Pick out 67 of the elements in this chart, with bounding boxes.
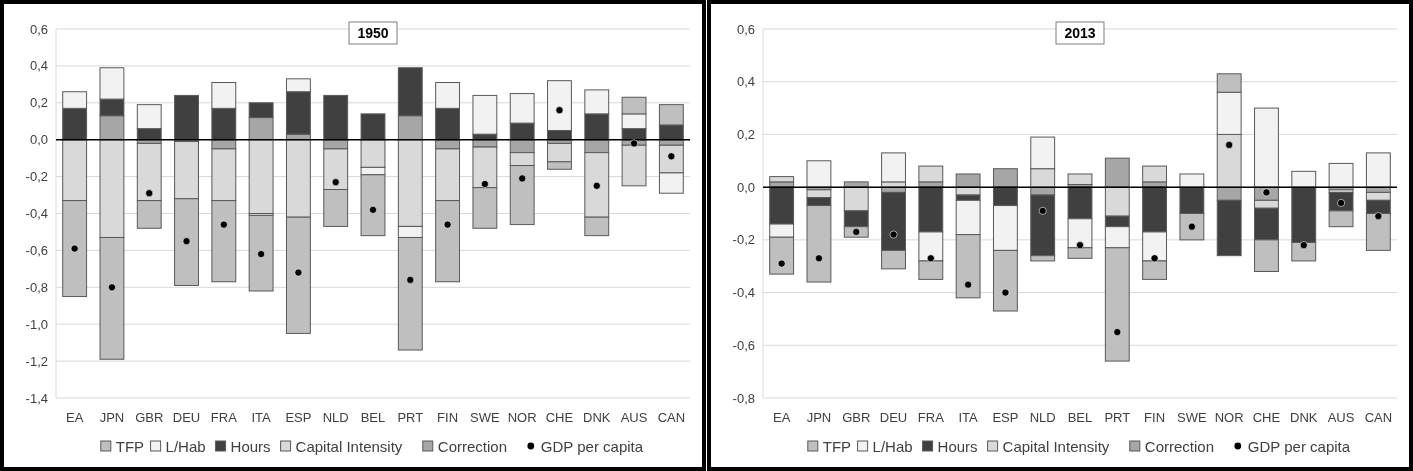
x-tick-label: ITA bbox=[251, 410, 272, 425]
y-tick-label: -0,6 bbox=[732, 337, 755, 353]
x-tick-label: NLD bbox=[1029, 410, 1056, 425]
legend-label: Correction bbox=[437, 438, 507, 455]
legend-label: Hours bbox=[230, 438, 271, 455]
x-tick-label: NOR bbox=[507, 410, 537, 425]
legend-label: L/Hab bbox=[165, 438, 206, 455]
x-tick-label: JPN bbox=[99, 410, 125, 425]
x-tick-label: DNK bbox=[583, 410, 611, 425]
x-tick-label: CAN bbox=[657, 410, 686, 425]
x-tick-label: EA bbox=[772, 410, 791, 425]
y-tick-label: -0,2 bbox=[732, 232, 755, 248]
x-tick-label: BEL bbox=[360, 410, 386, 425]
y-tick-label: -0,4 bbox=[732, 285, 755, 301]
legend-label: Capital Intensity bbox=[1002, 438, 1110, 455]
x-tick-label: NOR bbox=[1214, 410, 1244, 425]
x-tick-label: FRA bbox=[210, 410, 238, 425]
x-tick-label: CHE bbox=[545, 410, 574, 425]
legend-label: GDP per capita bbox=[1247, 438, 1351, 455]
x-tick-label: DEU bbox=[879, 410, 908, 425]
x-tick-label: ESP bbox=[285, 410, 312, 425]
x-tick-label: JPN bbox=[806, 410, 832, 425]
x-tick-label: GBR bbox=[135, 410, 164, 425]
legend-label: GDP per capita bbox=[540, 438, 644, 455]
x-tick-label: CAN bbox=[1364, 410, 1393, 425]
legend-label: TFP bbox=[115, 438, 145, 455]
y-tick-label: 0,0 bbox=[29, 132, 48, 148]
y-tick-label: -1,0 bbox=[25, 316, 48, 332]
x-tick-label: ESP bbox=[992, 410, 1019, 425]
legend-label: L/Hab bbox=[872, 438, 913, 455]
y-tick-label: -0,8 bbox=[25, 279, 48, 295]
x-tick-label: ITA bbox=[958, 410, 979, 425]
x-tick-label: FIN bbox=[437, 410, 459, 425]
x-tick-label: PRT bbox=[1104, 410, 1131, 425]
x-tick-label: SWE bbox=[1177, 410, 1208, 425]
legend-label: TFP bbox=[822, 438, 852, 455]
y-tick-label: 0,2 bbox=[736, 126, 755, 142]
x-tick-label: CHE bbox=[1252, 410, 1281, 425]
legend-label: Correction bbox=[1144, 438, 1214, 455]
y-tick-label: 0,0 bbox=[736, 179, 755, 195]
y-tick-label: 0,4 bbox=[29, 58, 48, 74]
x-tick-label: AUS bbox=[1327, 410, 1355, 425]
x-tick-label: DEU bbox=[172, 410, 201, 425]
y-tick-label: 0,6 bbox=[29, 21, 48, 37]
y-tick-label: -0,4 bbox=[25, 206, 48, 222]
x-tick-label: DNK bbox=[1290, 410, 1318, 425]
y-tick-label: 0,4 bbox=[736, 74, 755, 90]
y-tick-label: -1,4 bbox=[25, 390, 48, 406]
x-tick-label: FRA bbox=[917, 410, 945, 425]
legend-label: Capital Intensity bbox=[295, 438, 403, 455]
x-tick-label: EA bbox=[65, 410, 84, 425]
x-tick-label: PRT bbox=[397, 410, 424, 425]
x-tick-label: FIN bbox=[1144, 410, 1166, 425]
x-tick-label: BEL bbox=[1067, 410, 1093, 425]
y-tick-label: -0,8 bbox=[732, 390, 755, 406]
x-tick-label: SWE bbox=[470, 410, 501, 425]
y-tick-label: -1,2 bbox=[25, 353, 48, 369]
chart-title: 2013 bbox=[1064, 25, 1096, 41]
legend-label: Hours bbox=[937, 438, 978, 455]
y-tick-label: -0,2 bbox=[25, 169, 48, 185]
x-tick-label: NLD bbox=[322, 410, 349, 425]
x-tick-label: GBR bbox=[842, 410, 871, 425]
y-tick-label: -0,6 bbox=[25, 242, 48, 258]
x-tick-label: AUS bbox=[620, 410, 648, 425]
chart-title: 1950 bbox=[357, 25, 389, 41]
y-tick-label: 0,6 bbox=[736, 21, 755, 37]
y-tick-label: 0,2 bbox=[29, 95, 48, 111]
